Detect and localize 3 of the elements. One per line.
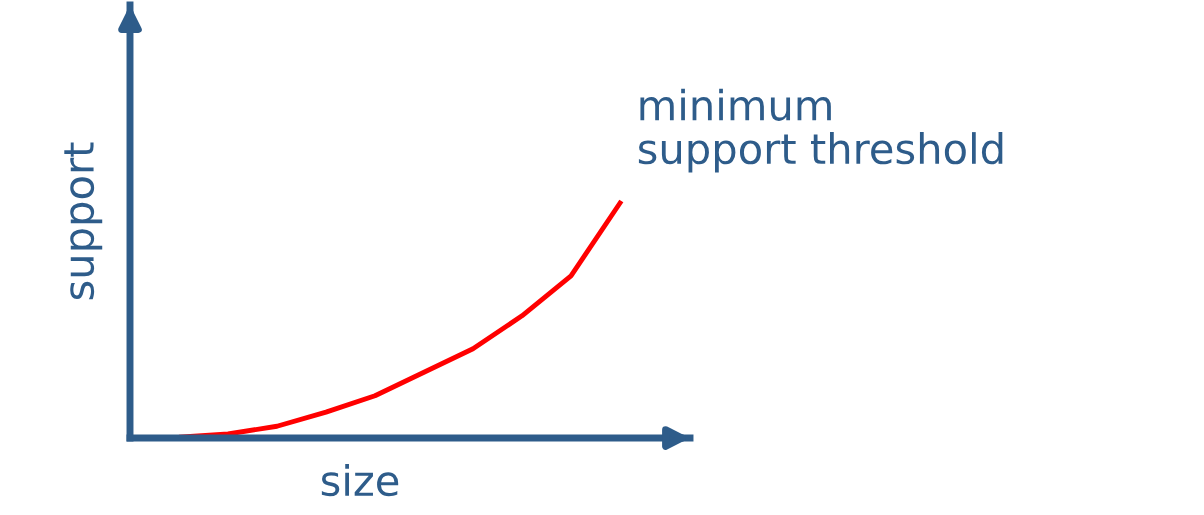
y-axis-title: support: [64, 142, 103, 300]
x-axis-title: size: [321, 463, 399, 497]
series-label: minimum support threshold: [638, 88, 1003, 173]
